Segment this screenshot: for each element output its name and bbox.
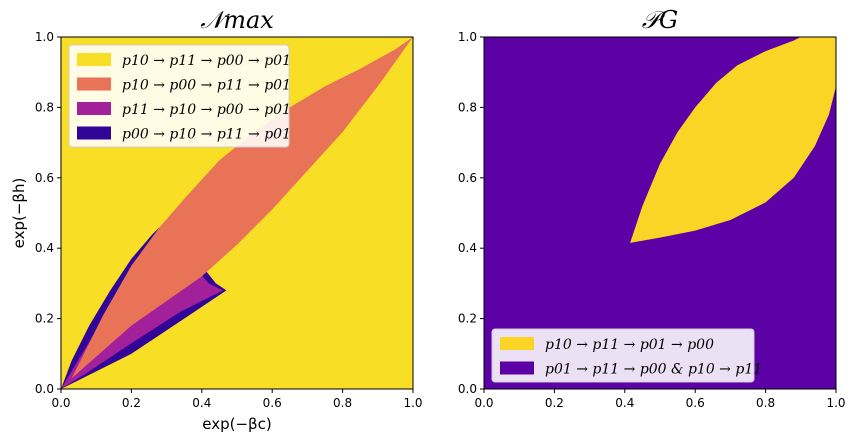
y-tick-label: 0.8 [458,100,477,114]
right-axis-ticks: 0.0 0.2 0.4 0.6 0.8 1.0 0.0 0.2 0.4 0.6 0.8 1.0 [458,30,846,410]
x-tick-label: 0.0 [474,396,493,410]
y-tick-label: 0.4 [35,241,54,255]
legend-swatch [500,361,534,375]
y-tick-label: 1.0 [458,30,477,44]
legend-label: p10 → p11 → p00 → p01 [122,53,291,69]
right-chart-title: 𝒫G [642,6,678,34]
region-gold [630,37,836,243]
x-tick-label: 0.6 [686,396,705,410]
y-tick-label: 0.2 [458,312,477,326]
left-legend: p10 → p11 → p00 → p01 p10 → p00 → p11 → p… [68,44,291,148]
legend-label: p11 → p10 → p00 → p01 [122,102,291,118]
legend-label: p10 → p11 → p01 → p00 [545,337,714,353]
left-chart-title: 𝒩max [200,6,274,34]
left-panel: 0.0 0.2 0.4 0.6 0.8 1.0 0.0 0.2 0.4 0.6 0.8 1.0 𝒩ma… [10,6,423,433]
y-tick-label: 0.4 [458,241,477,255]
region-orange [71,37,413,379]
legend-label: p10 → p00 → p11 → p01 [122,78,291,94]
y-tick-label: 0.0 [35,382,54,396]
x-tick-label: 0.2 [122,396,141,410]
right-heatmap-regions [484,37,836,389]
x-tick-label: 0.2 [545,396,564,410]
right-plot-frame [483,36,837,390]
legend-label: p00 → p10 → p11 → p01 [122,127,291,143]
x-tick-label: 1.0 [403,396,422,410]
y-tick-label: 0.6 [35,171,54,185]
right-legend: p10 → p11 → p01 → p00 p01 → p11 → p00 & p… [491,328,762,383]
legend-box [68,44,290,148]
legend-swatch [77,102,111,115]
legend-swatch [77,126,111,140]
left-x-axis-label: exp(−βc) [202,415,271,433]
y-tick-label: 0.2 [35,312,54,326]
x-tick-label: 0.4 [615,396,634,410]
x-tick-label: 0.8 [756,396,775,410]
legend-label: p01 → p11 → p00 & p10 → p11 [545,362,762,378]
x-tick-label: 0.4 [192,396,211,410]
x-tick-label: 0.8 [333,396,352,410]
right-panel: 0.0 0.2 0.4 0.6 0.8 1.00.00.20.40.60.81.0 𝒫G … [458,6,846,410]
legend-swatch [77,53,111,66]
left-axis-ticks: 0.0 0.2 0.4 0.6 0.8 1.0 0.0 0.2 0.4 0.6 0.8 1.0 [35,30,423,410]
y-tick-label: 0.6 [458,171,477,185]
legend-swatch [77,77,111,91]
y-tick-label: 1.0 [35,30,54,44]
left-y-axis-label: exp(−βh) [10,178,28,249]
x-tick-label: 0.0 [51,396,70,410]
left-plot-frame [60,36,414,390]
x-tick-label: 1.0 [826,396,845,410]
x-tick-label: 0.6 [263,396,282,410]
legend-swatch [500,337,534,350]
legend-box [491,328,755,383]
y-tick-label: 0.8 [35,100,54,114]
y-tick-label: 0.0 [458,382,477,396]
